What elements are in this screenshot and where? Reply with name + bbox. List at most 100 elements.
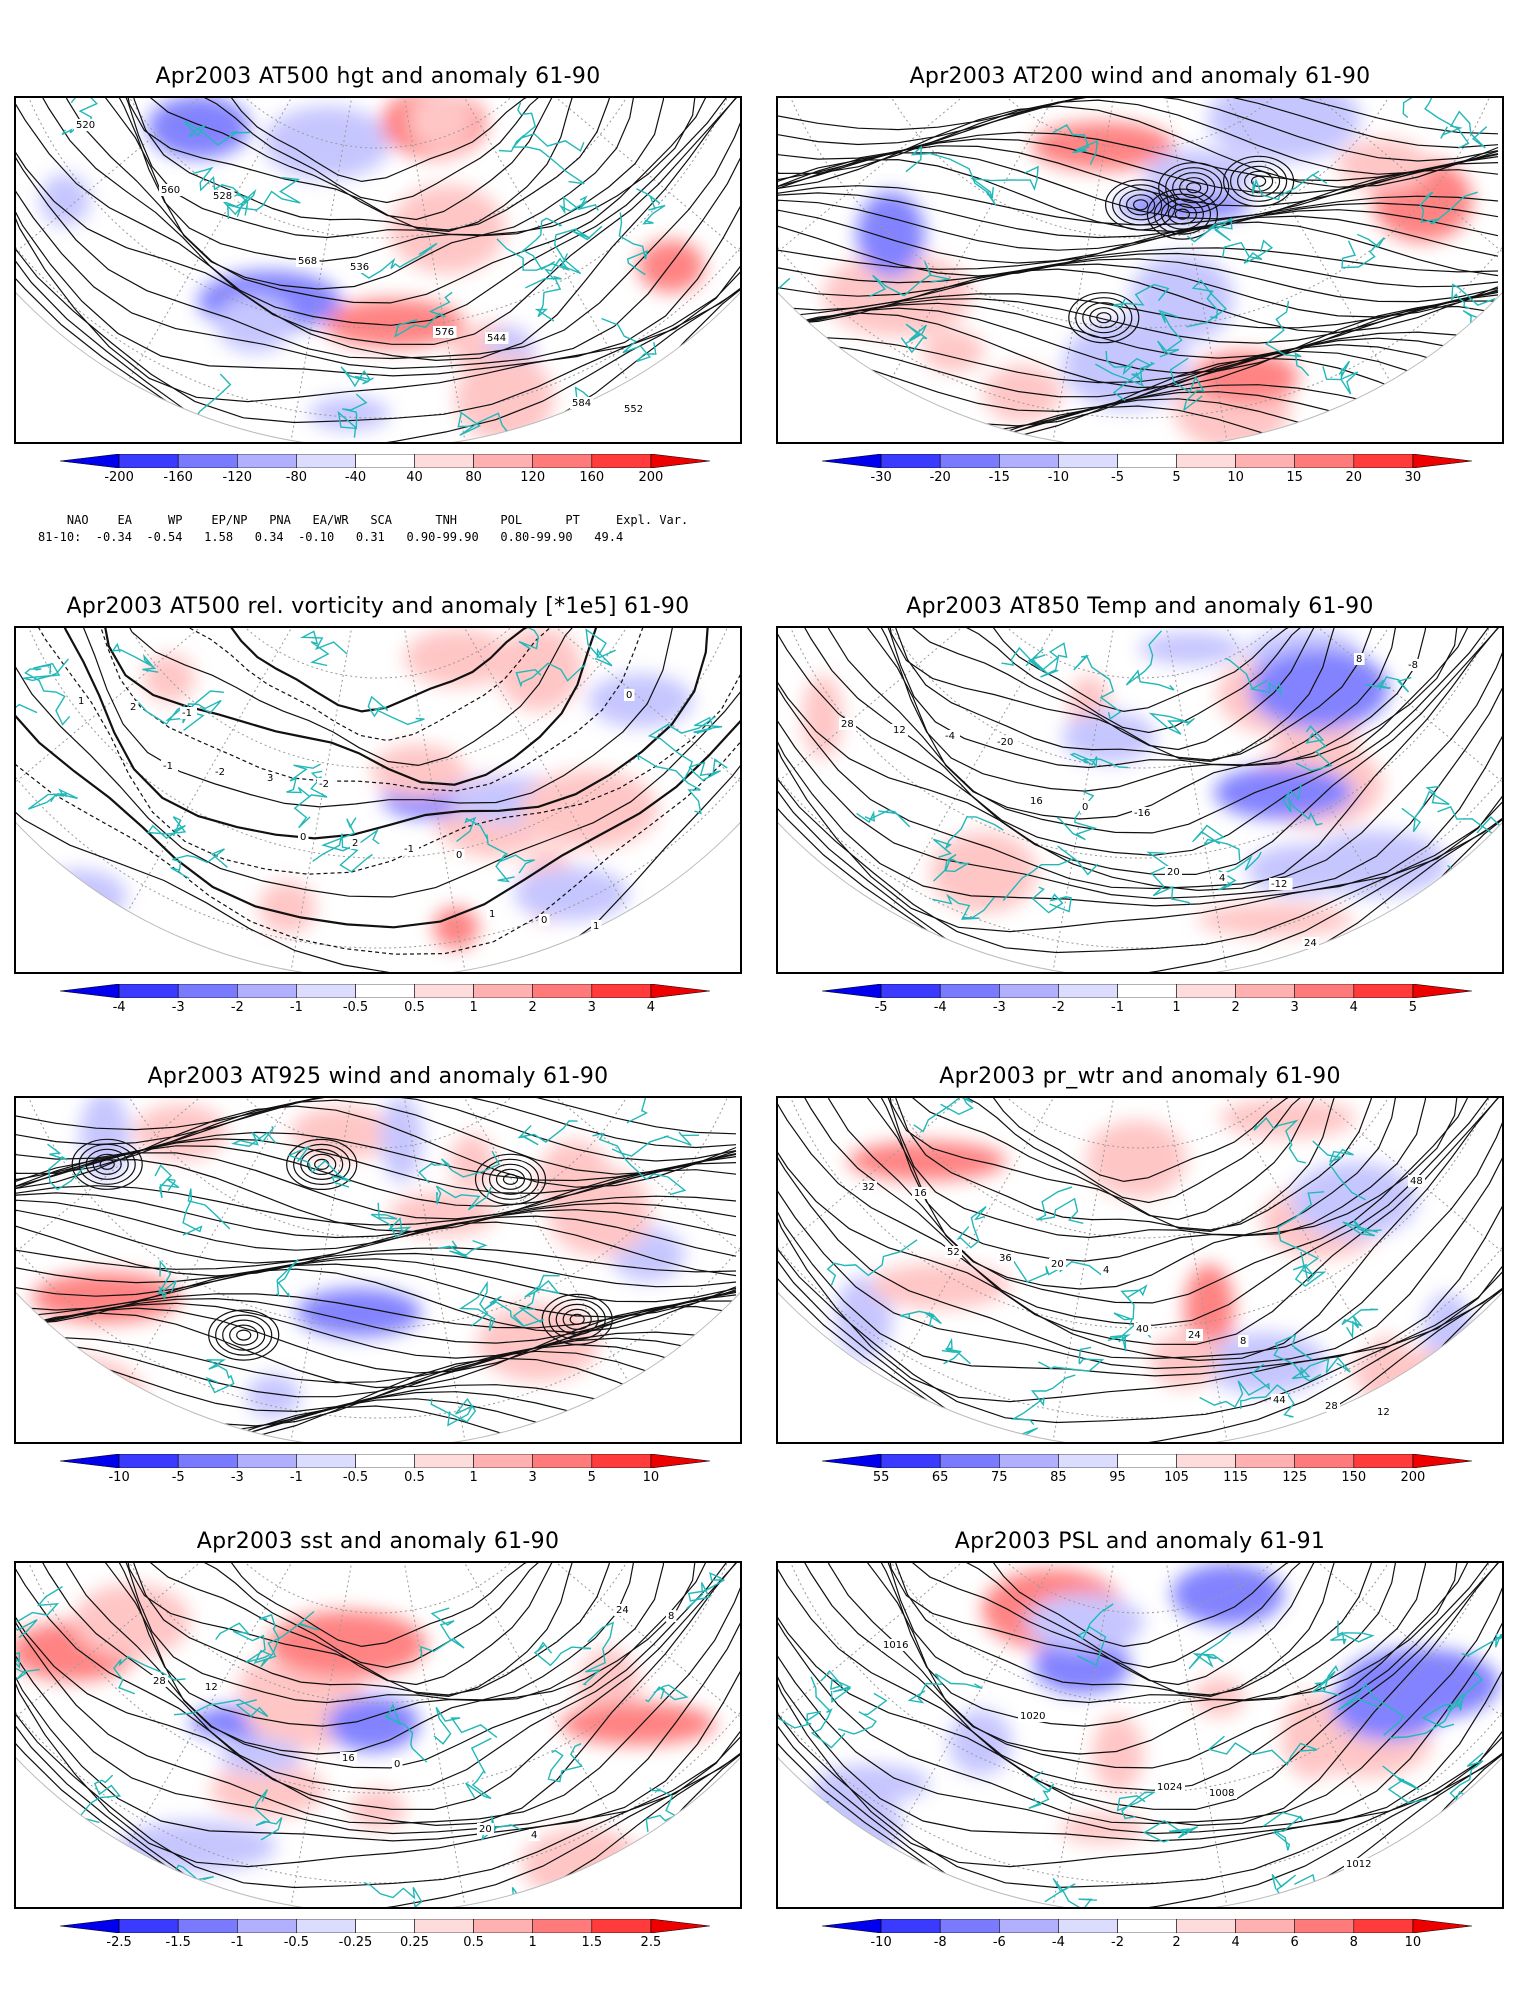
map-frame [776,96,1504,444]
contour-label: -8 [1408,660,1418,671]
panel-title: Apr2003 AT850 Temp and anomaly 61-90 [906,594,1374,619]
colorbar-tick-label: -5 [874,1000,888,1015]
anomaly-blob [513,867,630,921]
anomaly-blob [477,1303,600,1382]
anomaly-blob [322,298,465,348]
map-frame: 520 528 536 544 552 560 568 576 584 [14,96,742,444]
contour-labels: -1 -2 0 1 2 3 -1 0 1 -2 2 1 0 -1 0 [76,689,635,932]
colorbar-ticks: -4 -3 -2 -1 -0.5 0.5 1 2 3 4 [60,1000,710,1020]
anomaly-blob [40,173,91,226]
colorbar-ticks: -2.5 -1.5 -1 -0.5 -0.25 0.25 0.5 1 1.5 2.5 [60,1935,710,1955]
colorbar-tick-label: 75 [991,1470,1008,1485]
colorbar-tick-label: -160 [163,470,193,485]
anomaly-blob [1033,1635,1131,1695]
contour-label: -4 [945,731,955,742]
colorbar-tick-label: -1 [230,1935,244,1950]
contour-label: 12 [1377,1407,1390,1418]
contour-label: 48 [1410,1176,1423,1187]
colorbar-tick-label: -0.5 [342,1000,369,1015]
anomaly-blob [1031,121,1175,171]
contour-label: 8 [1240,1336,1246,1347]
colorbar-ticks: -10 -8 -6 -4 -2 2 4 6 8 10 [822,1935,1472,1955]
colorbar-tick-label: -4 [112,1000,126,1015]
colorbar-tick-label: 115 [1223,1470,1249,1485]
panel-title: Apr2003 AT500 rel. vorticity and anomaly… [66,594,690,619]
anomaly-blob [1059,1813,1146,1844]
colorbar-tick-label: 85 [1050,1470,1067,1485]
contour-labels: -20 -16 -12 -8 -4 0 4 8 12 16 20 24 28 [839,653,1423,949]
contour-label: 4 [531,1830,537,1841]
colorbar-tick-label: 1 [469,1470,478,1485]
panel-wind925: Apr2003 AT925 wind and anomaly 61-90 -10… [14,1060,742,1530]
anomaly-blob [309,396,390,431]
map-svg: -1 -2 0 1 2 3 -1 0 1 -2 2 1 0 -1 0 [16,628,740,972]
anomaly-blob [216,295,294,353]
contour-label: 32 [862,1182,875,1193]
contour-label: -16 [1134,808,1150,819]
anomaly-blob [856,191,925,278]
contour-label: 1008 [1209,1788,1234,1799]
anomaly-blob [1281,1692,1344,1780]
indices-values: 81-10: -0.34 -0.54 1.58 0.34 -0.10 0.31 … [38,530,624,544]
anomaly-blob [1086,1120,1187,1198]
colorbar-tick-label: 80 [465,470,482,485]
colorbar-tick-label: 30 [1404,470,1422,485]
contour-label: 44 [1273,1395,1286,1406]
colorbar-tick-label: -15 [988,470,1010,485]
contour-labels: 0 4 8 12 16 20 24 28 [151,1604,677,1841]
colorbar-tick-label: -5 [171,1470,185,1485]
colorbar-ramp [60,1919,710,1933]
contour-label: -2 [319,779,329,790]
colorbar-tick-label: 6 [1290,1935,1299,1950]
panel-vort500: Apr2003 AT500 rel. vorticity and anomaly… [14,590,742,1060]
colorbar-tick-label: -3 [230,1470,244,1485]
anomaly-blob [32,869,127,924]
anomaly-shading [790,1563,1500,1866]
anomaly-blob [496,628,583,711]
contour-label: 16 [342,1753,355,1764]
contour-labels: 520 528 536 544 552 560 568 576 584 [74,119,646,415]
coastlines [778,630,1502,972]
colorbar-tick-label: 10 [1404,1935,1422,1950]
contour-label: 12 [893,725,906,736]
colorbar-ramp [60,454,710,468]
panel-prwtr: Apr2003 pr_wtr and anomaly 61-90 4 8 12 16 2… [776,1060,1504,1530]
contour-lines [778,1098,1502,1442]
anomaly-blob [1197,903,1354,937]
contour-label: 24 [1304,938,1317,949]
colorbar: -4 -3 -2 -1 -0.5 0.5 1 2 3 4 [60,984,710,1024]
anomaly-blob [370,744,466,798]
colorbar-tick-label: -2 [1111,1935,1124,1950]
contour-label: 544 [487,333,506,344]
colorbar-tick-label: -2 [1051,1000,1065,1015]
map-frame: -20 -16 -12 -8 -4 0 4 8 12 16 20 24 28 [776,626,1504,974]
colorbar-tick-label: 125 [1282,1470,1308,1485]
contour-label: 1012 [1346,1859,1371,1870]
anomaly-blob [870,1262,1011,1309]
colorbar-tick-label: -4 [933,1000,947,1015]
anomaly-blob [263,105,391,180]
colorbar: 55 65 75 85 95 105 115 125 150 200 [822,1454,1472,1494]
anomaly-blob [790,1785,902,1866]
graticule [778,628,1502,972]
anomaly-blob [1337,138,1429,192]
colorbar-tick-label: 4 [1349,1000,1358,1015]
colorbar-tick-label: 1 [469,1000,478,1015]
contour-label: 568 [298,256,317,267]
colorbar-ramp [60,984,710,998]
anomaly-blob [455,353,555,442]
panel-title: Apr2003 AT925 wind and anomaly 61-90 [147,1064,609,1089]
colorbar-tick-label: 3 [587,1000,596,1015]
colorbar-tick-label: 2 [528,1000,537,1015]
graticule [778,1563,1502,1907]
colorbar-ticks: -5 -4 -3 -2 -1 1 2 3 4 5 [822,1000,1472,1020]
anomaly-blob [389,184,506,274]
colorbar-tick-label: 5 [1172,470,1181,485]
contour-label: -1 [182,708,192,719]
colorbar-tick-label: -10 [870,1935,892,1950]
anomaly-blob [637,240,705,293]
colorbar-ramp [822,1454,1472,1468]
panel-wind200: Apr2003 AT200 wind and anomaly 61-90 -30… [776,60,1504,530]
map-svg [16,1098,740,1442]
